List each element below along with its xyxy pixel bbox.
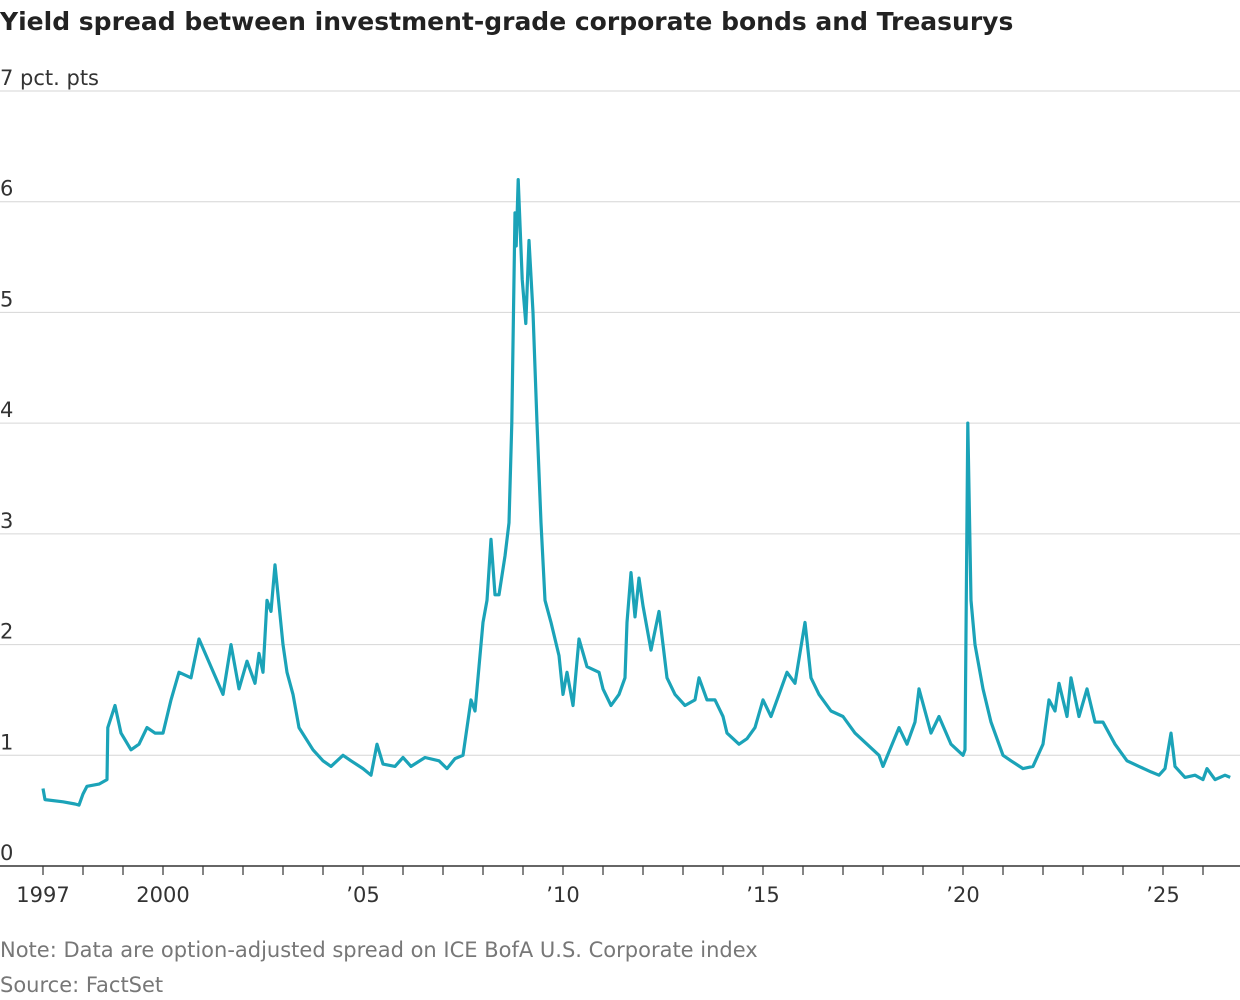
x-tick-label: 1997 (16, 883, 69, 907)
y-tick-label: 2 (0, 620, 13, 644)
x-tick-label: ’15 (746, 883, 779, 907)
x-tick-label: 2000 (136, 883, 189, 907)
note: Note: Data are option-adjusted spread on… (0, 938, 758, 962)
y-tick-label: 3 (0, 509, 13, 533)
x-tick-label: ’25 (1146, 883, 1179, 907)
y-tick-label: 0 (0, 841, 13, 865)
x-tick-label: ’10 (546, 883, 579, 907)
x-tick-label: ’05 (346, 883, 379, 907)
chart-title: Yield spread between investment-grade co… (0, 7, 1013, 36)
y-tick-label: 4 (0, 398, 13, 422)
x-tick-label: ’20 (946, 883, 979, 907)
y-tick-label: 1 (0, 730, 13, 754)
y-tick-label: 7 pct. pts (0, 66, 99, 90)
source: Source: FactSet (0, 973, 163, 997)
data-line (41, 178, 1231, 807)
y-tick-label: 5 (0, 287, 13, 311)
y-tick-label: 6 (0, 177, 13, 201)
